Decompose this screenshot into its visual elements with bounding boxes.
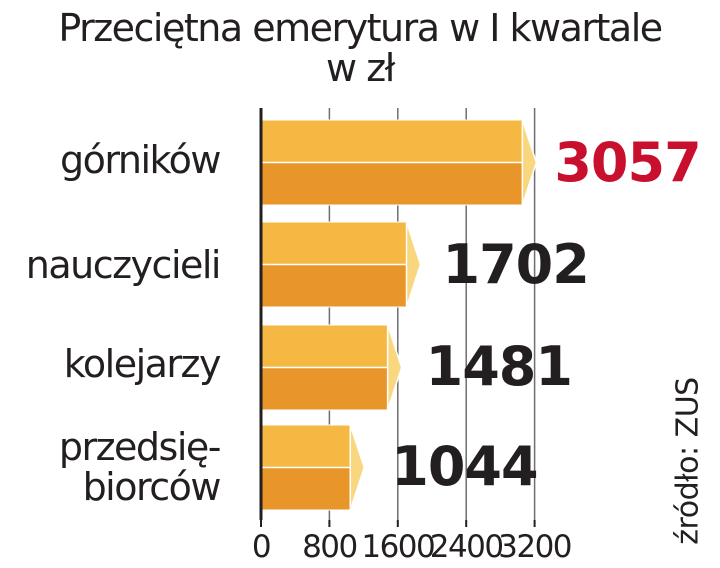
bar-upper-face: [261, 425, 351, 468]
chart-subtitle: w zł: [326, 46, 395, 90]
bar-4: [260, 424, 366, 511]
bar-end-cap: [349, 424, 366, 511]
bar-upper-face: [261, 325, 388, 368]
category-label-kolejarzy: kolejarzy: [63, 342, 222, 386]
bar-lower-face: [261, 162, 523, 205]
value-label-2: 1702: [443, 233, 589, 296]
chart-title: Przeciętna emerytura w I kwartale: [58, 6, 663, 50]
bar-upper-face: [261, 222, 407, 265]
bar-3: [260, 324, 403, 411]
bar-end-cap: [405, 221, 422, 308]
value-label-3: 1481: [426, 335, 572, 398]
x-tick-label-1600: 1600: [361, 529, 434, 565]
x-tick-label-2400: 2400: [430, 529, 503, 565]
x-tick-label-800: 800: [302, 529, 357, 565]
bar-2: [260, 221, 422, 308]
bar-lower-face: [261, 467, 351, 510]
value-label-4: 1044: [391, 435, 537, 498]
bar-lower-face: [261, 264, 407, 307]
bar-lower-face: [261, 367, 388, 410]
category-label-przedsiebiorcow-line1: przedsię-: [58, 425, 222, 469]
bar-1: [260, 119, 538, 206]
bar-upper-face: [261, 120, 523, 163]
bar-end-cap: [386, 324, 403, 411]
category-label-gornikow: górników: [60, 138, 221, 182]
value-label-1: 3057: [554, 131, 700, 194]
category-label-przedsiebiorcow-line2: biorców: [82, 465, 222, 509]
x-tick-label-3200: 3200: [498, 529, 571, 565]
category-label-nauczycieli: nauczycieli: [25, 243, 222, 287]
x-tick-label-0: 0: [252, 529, 270, 565]
